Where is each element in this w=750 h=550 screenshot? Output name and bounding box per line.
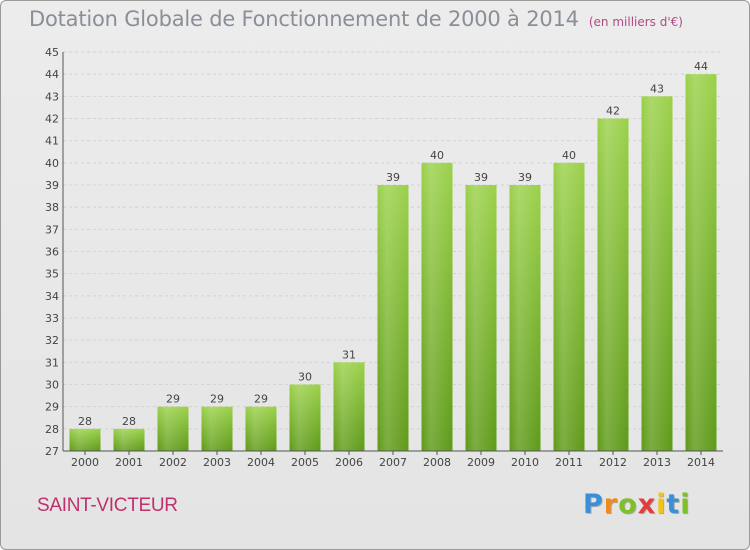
data-label: 39 (386, 171, 400, 184)
bar-highlight (377, 185, 409, 451)
data-label: 31 (342, 348, 356, 361)
data-label: 40 (430, 149, 444, 162)
logo-letter: P (583, 489, 604, 520)
chart-title-text: Dotation Globale de Fonctionnement de 20… (29, 7, 579, 31)
x-tick-label: 2012 (599, 456, 627, 469)
data-label: 40 (562, 149, 576, 162)
y-tick-label: 28 (45, 423, 59, 436)
y-tick-label: 39 (45, 179, 59, 192)
chart-title: Dotation Globale de Fonctionnement de 20… (29, 7, 683, 31)
data-label: 39 (474, 171, 488, 184)
data-label: 28 (122, 415, 136, 428)
x-tick-label: 2007 (379, 456, 407, 469)
x-tick-label: 2004 (247, 456, 275, 469)
x-tick-label: 2006 (335, 456, 363, 469)
bar-highlight (201, 406, 233, 451)
logo-letter: o (618, 489, 638, 520)
data-label: 30 (298, 371, 312, 384)
data-label: 42 (606, 105, 620, 118)
data-label: 44 (694, 60, 708, 73)
data-label: 29 (166, 393, 180, 406)
data-label: 43 (650, 82, 664, 95)
data-label: 29 (210, 393, 224, 406)
logo-letter: r (603, 489, 619, 520)
proxiti-logo: Proxiti (583, 489, 691, 520)
y-tick-label: 37 (45, 223, 59, 236)
y-tick-label: 42 (45, 113, 59, 126)
logo-letter: x (637, 489, 657, 520)
chart-subtitle: (en milliers d'€) (588, 15, 683, 29)
x-tick-label: 2009 (467, 456, 495, 469)
bar-highlight (465, 185, 497, 451)
y-tick-label: 29 (45, 401, 59, 414)
x-tick-label: 2003 (203, 456, 231, 469)
bar-highlight (421, 162, 453, 452)
data-label: 29 (254, 393, 268, 406)
x-tick-label: 2000 (71, 456, 99, 469)
bar-highlight (641, 96, 673, 451)
y-tick-label: 35 (45, 268, 59, 281)
bar-highlight (69, 428, 101, 451)
bar-highlight (553, 162, 585, 452)
y-tick-label: 44 (45, 68, 59, 81)
x-tick-label: 2013 (643, 456, 671, 469)
y-tick-label: 31 (45, 356, 59, 369)
bar-highlight (333, 362, 365, 451)
bar-highlight (509, 185, 541, 451)
data-label: 39 (518, 171, 532, 184)
x-tick-label: 2002 (159, 456, 187, 469)
logo-letter: i (680, 489, 691, 520)
logo-letter: t (666, 489, 681, 520)
y-tick-label: 36 (45, 246, 59, 259)
y-tick-label: 40 (45, 157, 59, 170)
x-tick-label: 2001 (115, 456, 143, 469)
x-tick-label: 2014 (687, 456, 715, 469)
y-tick-label: 45 (45, 46, 59, 59)
x-tick-label: 2011 (555, 456, 583, 469)
bar-highlight (597, 118, 629, 451)
bar-highlight (685, 74, 717, 452)
x-tick-label: 2010 (511, 456, 539, 469)
x-tick-label: 2005 (291, 456, 319, 469)
y-tick-label: 32 (45, 334, 59, 347)
x-tick-label: 2008 (423, 456, 451, 469)
y-tick-label: 33 (45, 312, 59, 325)
y-tick-label: 43 (45, 90, 59, 103)
y-tick-label: 27 (45, 445, 59, 458)
y-tick-label: 30 (45, 379, 59, 392)
bar-highlight (245, 406, 277, 451)
y-tick-label: 38 (45, 201, 59, 214)
y-tick-label: 41 (45, 135, 59, 148)
y-tick-label: 34 (45, 290, 59, 303)
bar-highlight (157, 406, 189, 451)
bar-highlight (113, 428, 145, 451)
logo-letter: i (656, 489, 667, 520)
data-label: 28 (78, 415, 92, 428)
location-name: SAINT-VICTEUR (37, 495, 178, 516)
bar-highlight (289, 384, 321, 451)
